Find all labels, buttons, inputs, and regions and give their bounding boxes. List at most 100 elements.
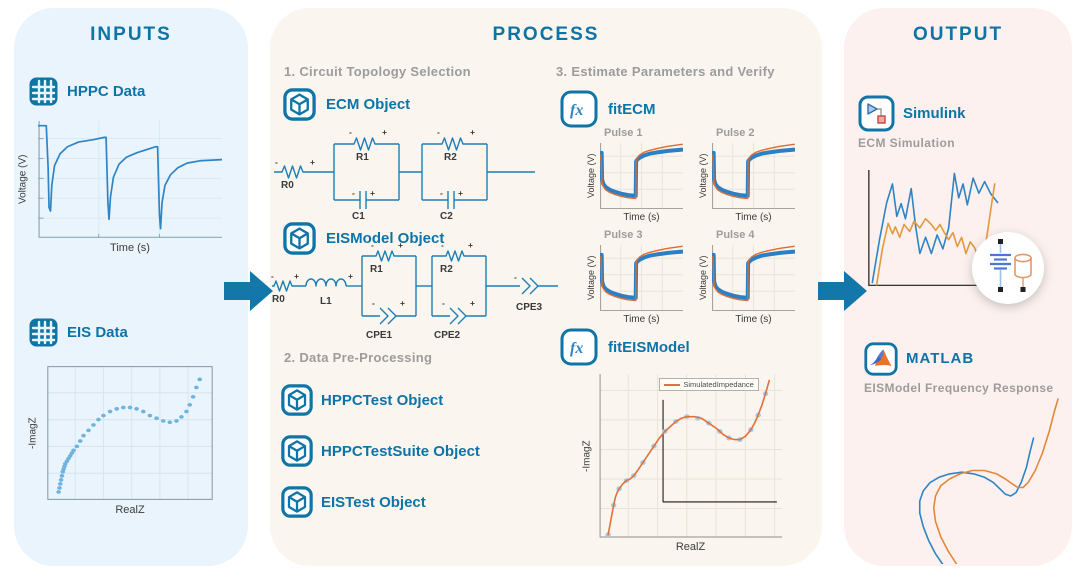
polarity-sign: + xyxy=(294,271,299,281)
pulse2-chart xyxy=(712,143,795,209)
pulse1-ylabel: Voltage (V) xyxy=(586,153,596,199)
matlab-icon xyxy=(864,342,898,381)
eismodel-object-label: EISModel Object xyxy=(326,230,445,247)
process-panel-title: PROCESS xyxy=(492,24,600,45)
inputs-panel-title: INPUTS xyxy=(90,24,172,45)
polarity-sign: + xyxy=(348,271,353,281)
eismodel-circuit-diagram: R0 L1 R1 CPE1 R2 CPE2 CPE3 - + + - + - +… xyxy=(271,240,558,340)
pulse1-xlabel: Time (s) xyxy=(623,212,660,223)
polarity-sign: - xyxy=(437,127,440,137)
pulse4-chart xyxy=(712,245,795,311)
hppctest-object-label: HPPCTest Object xyxy=(321,392,444,409)
eis-data-table-icon xyxy=(28,317,59,353)
pulse3-title: Pulse 3 xyxy=(604,229,643,241)
fiteismodel-fx-icon: fx xyxy=(560,328,598,371)
simulink-caption: ECM Simulation xyxy=(858,136,955,150)
pulse2-title: Pulse 2 xyxy=(716,127,755,139)
simulink-icon xyxy=(858,95,895,137)
eismodel-cpe2-label: CPE2 xyxy=(434,330,461,340)
ecm-c2-label: C2 xyxy=(440,211,453,220)
polarity-sign: - xyxy=(371,240,374,250)
pulse4-title: Pulse 4 xyxy=(716,229,755,241)
step1-label: 1. Circuit Topology Selection xyxy=(284,64,471,79)
simulink-label: Simulink xyxy=(903,105,966,122)
polarity-sign: - xyxy=(514,272,517,282)
pulse3-xlabel: Time (s) xyxy=(623,314,660,325)
hppc-data-table-icon xyxy=(28,76,59,112)
eismodel-object-cube-icon xyxy=(283,222,316,260)
eismodel-cpe3-label: CPE3 xyxy=(516,302,543,313)
polarity-sign: + xyxy=(468,240,473,250)
fiteis-ylabel: -ImagZ xyxy=(581,440,593,472)
eis-data-label: EIS Data xyxy=(67,324,128,341)
step3-label: 3. Estimate Parameters and Verify xyxy=(556,64,775,79)
hppctestsuite-object-label: HPPCTestSuite Object xyxy=(321,443,480,460)
pulse4-xlabel: Time (s) xyxy=(735,314,772,325)
polarity-sign: - xyxy=(441,240,444,250)
polarity-sign: + xyxy=(470,298,475,308)
ecm-r1-label: R1 xyxy=(356,152,369,163)
hppc-ylabel: Voltage (V) xyxy=(17,154,29,205)
hppctestsuite-object-cube-icon xyxy=(281,435,313,472)
process-to-output-arrow xyxy=(818,270,868,317)
polarity-sign: + xyxy=(370,188,375,198)
hppc-xlabel: Time (s) xyxy=(110,242,150,254)
svg-text:fx: fx xyxy=(570,340,583,357)
eis-ylabel: -ImagZ xyxy=(27,417,39,449)
output-panel-title: OUTPUT xyxy=(912,24,1004,45)
pulse4-ylabel: Voltage (V) xyxy=(698,255,708,301)
svg-text:fx: fx xyxy=(570,102,583,119)
fitecm-fx-icon: fx xyxy=(560,90,598,133)
pulse2-ylabel: Voltage (V) xyxy=(698,153,708,199)
pulse3-ylabel: Voltage (V) xyxy=(586,255,596,301)
eismodel-r1-label: R1 xyxy=(370,264,383,275)
polarity-sign: + xyxy=(458,188,463,198)
polarity-sign: - xyxy=(352,188,355,198)
polarity-sign: - xyxy=(442,298,445,308)
polarity-sign: - xyxy=(349,127,352,137)
step2-label: 2. Data Pre-Processing xyxy=(284,350,433,365)
eismodel-r0-label: R0 xyxy=(272,294,285,305)
polarity-sign: + xyxy=(400,298,405,308)
fiteis-chart: SimulatedImpedance xyxy=(599,374,782,538)
eistest-object-label: EISTest Object xyxy=(321,494,426,511)
polarity-sign: + xyxy=(470,127,475,137)
ecm-r2-label: R2 xyxy=(444,152,457,163)
fiteis-xlabel: RealZ xyxy=(675,541,706,553)
hppctest-object-cube-icon xyxy=(281,384,313,421)
hppc-chart xyxy=(38,121,222,238)
eistest-object-cube-icon xyxy=(281,486,313,523)
pulse2-xlabel: Time (s) xyxy=(735,212,772,223)
polarity-sign: + xyxy=(382,127,387,137)
ecm-circuit-diagram: R0 R1 C1 R2 C2 - + - + - + - + - + xyxy=(274,127,535,220)
pulse1-chart xyxy=(600,143,683,209)
eis-xlabel: RealZ xyxy=(115,504,145,516)
eismodel-r2-label: R2 xyxy=(440,264,453,275)
polarity-sign: + xyxy=(398,240,403,250)
eismodel-l1-label: L1 xyxy=(320,296,332,307)
fitecm-label: fitECM xyxy=(608,101,656,118)
ecm-object-cube-icon xyxy=(283,88,316,126)
polarity-sign: - xyxy=(440,188,443,198)
pulse3-chart xyxy=(600,245,683,311)
polarity-sign: + xyxy=(310,157,315,167)
eismodel-cpe1-label: CPE1 xyxy=(366,330,393,340)
ecm-c1-label: C1 xyxy=(352,211,365,220)
legend-label: SimulatedImpedance xyxy=(683,380,754,389)
polarity-sign: - xyxy=(372,298,375,308)
polarity-sign: - xyxy=(271,271,274,281)
ecm-object-label: ECM Object xyxy=(326,96,411,113)
ecm-r0-label: R0 xyxy=(281,180,294,191)
inputs-to-process-arrow xyxy=(224,270,274,317)
hppc-data-label: HPPC Data xyxy=(67,83,146,100)
polarity-sign: - xyxy=(275,157,278,167)
pulse1-title: Pulse 1 xyxy=(604,127,643,139)
legend-simulated-impedance: SimulatedImpedance xyxy=(659,378,759,391)
battery-cell-badge xyxy=(972,232,1044,304)
matlab-caption: EISModel Frequency Response xyxy=(864,381,1054,395)
frequency-response-chart xyxy=(890,394,1065,564)
eis-chart xyxy=(47,366,213,500)
fiteismodel-label: fitEISModel xyxy=(608,339,690,356)
legend-line-sample xyxy=(664,383,681,386)
